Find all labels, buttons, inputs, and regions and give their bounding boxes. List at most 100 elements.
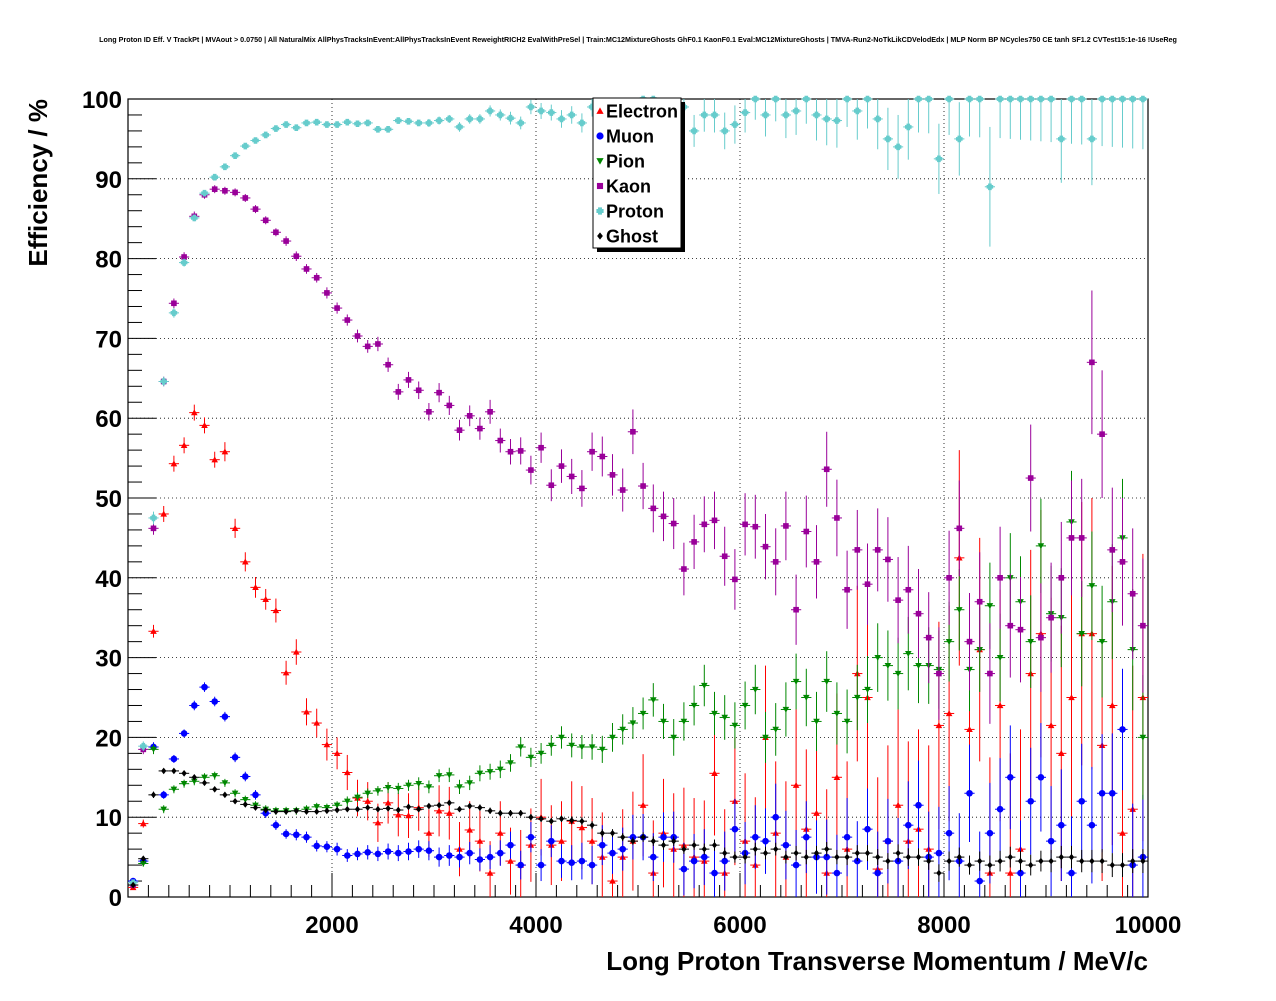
data-point [334, 806, 340, 814]
data-point [466, 115, 473, 123]
data-point [160, 510, 167, 517]
data-point [282, 669, 290, 676]
data-point [415, 387, 422, 394]
y-tick-label: 60 [95, 406, 122, 433]
data-point [660, 841, 667, 849]
data-point [1139, 95, 1147, 103]
data-point [874, 654, 881, 661]
data-point [221, 713, 229, 720]
data-point [1098, 639, 1106, 645]
data-point [487, 807, 493, 815]
data-point [405, 848, 412, 855]
data-point [619, 487, 626, 493]
data-point [395, 811, 402, 818]
data-point [242, 195, 249, 201]
data-point [803, 853, 809, 861]
legend-label-ghost: Ghost [606, 227, 658, 247]
data-point [1058, 750, 1065, 756]
y-tick-label: 100 [82, 87, 122, 114]
data-point [783, 853, 789, 861]
data-point [926, 857, 932, 865]
data-point [466, 849, 474, 857]
data-point [1027, 475, 1034, 481]
data-point [171, 767, 177, 775]
data-point [324, 807, 330, 815]
data-point [956, 525, 963, 532]
data-point [824, 845, 830, 853]
data-point [558, 815, 565, 823]
data-point [517, 861, 524, 869]
data-point [772, 559, 779, 565]
data-point [599, 453, 606, 460]
data-point [374, 850, 382, 858]
data-point [191, 214, 198, 222]
data-point [620, 833, 626, 841]
data-point [537, 107, 545, 115]
data-point [180, 442, 188, 448]
data-point [456, 784, 463, 791]
data-point [293, 648, 300, 655]
data-point [384, 126, 392, 133]
data-point [446, 809, 453, 816]
data-point [252, 584, 259, 591]
data-point [752, 95, 759, 103]
data-point [996, 702, 1004, 709]
data-point [425, 829, 433, 836]
data-point [691, 841, 697, 849]
data-point [1007, 853, 1013, 861]
data-point [517, 448, 524, 454]
data-point [191, 702, 198, 709]
data-point [201, 683, 208, 691]
data-point [272, 607, 280, 614]
data-point [803, 95, 810, 103]
data-point [833, 117, 841, 124]
data-point [415, 119, 422, 127]
data-point [1088, 583, 1096, 590]
data-point [497, 766, 504, 773]
data-point [711, 111, 718, 119]
data-point [813, 809, 820, 816]
data-point [395, 806, 401, 814]
data-point [232, 189, 238, 196]
data-point [283, 238, 289, 244]
data-point [854, 694, 861, 701]
data-point [426, 802, 432, 810]
data-point [915, 662, 922, 669]
series-kaon [128, 185, 1148, 888]
data-point [650, 837, 656, 845]
data-point [477, 804, 483, 811]
data-point [792, 781, 800, 788]
data-point [140, 742, 147, 750]
data-point [966, 638, 973, 645]
data-point [905, 586, 912, 593]
data-point [1119, 559, 1126, 565]
data-point [803, 833, 810, 841]
data-point [201, 189, 208, 197]
data-point [762, 543, 769, 550]
x-tick-label: 6000 [713, 912, 766, 939]
data-point [221, 780, 229, 787]
data-point [996, 95, 1004, 103]
data-point [180, 259, 188, 266]
data-point [660, 513, 667, 520]
data-point [742, 521, 748, 528]
data-point [150, 746, 157, 753]
data-point [405, 118, 412, 125]
data-point [1017, 857, 1024, 865]
data-point [843, 95, 851, 103]
data-point [885, 857, 891, 865]
data-point [528, 467, 534, 473]
data-point [477, 425, 483, 432]
data-point [323, 843, 331, 851]
data-point [1088, 135, 1096, 143]
data-point [507, 841, 514, 849]
data-point [997, 857, 1003, 865]
y-tick-label: 20 [95, 725, 122, 752]
data-point [701, 682, 708, 689]
data-point [1098, 789, 1106, 797]
data-point [864, 95, 871, 103]
data-point [364, 343, 371, 350]
data-point [966, 861, 973, 869]
data-point [711, 841, 718, 849]
data-point [446, 402, 453, 409]
